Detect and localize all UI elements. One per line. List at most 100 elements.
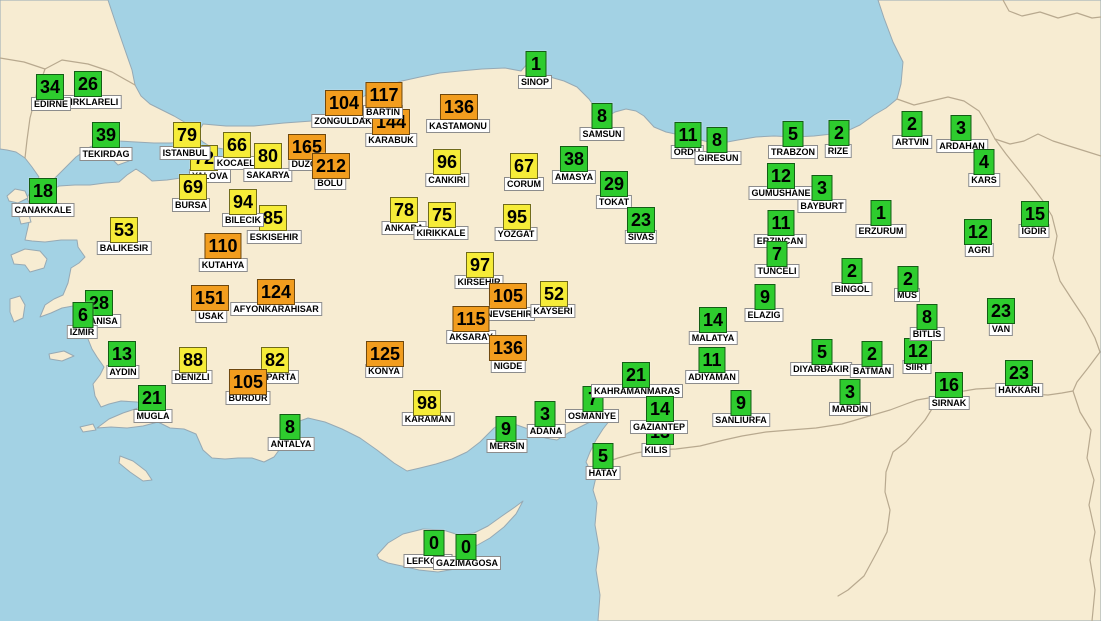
province-badge-cankiri[interactable]: 96 [432, 149, 462, 175]
province-badge-konya[interactable]: 125 [365, 341, 405, 367]
province-badge-denizli[interactable]: 88 [178, 347, 208, 373]
province-label-canakkale: CANAKKALE [11, 203, 75, 217]
province-badge-bingol[interactable]: 2 [841, 258, 863, 284]
aegean-islands [6, 154, 153, 482]
province-badge-kirklareli[interactable]: 26 [73, 71, 103, 97]
province-badge-mardin[interactable]: 3 [839, 379, 861, 405]
province-badge-tunceli[interactable]: 7 [766, 241, 788, 267]
province-label-igdir: IGDIR [1018, 224, 1050, 238]
province-badge-kastamonu[interactable]: 136 [439, 94, 479, 120]
province-label-kars: KARS [968, 173, 1000, 187]
province-badge-mugla[interactable]: 21 [137, 385, 167, 411]
province-badge-kayseri[interactable]: 52 [539, 281, 569, 307]
province-badge-zonguldak[interactable]: 104 [324, 90, 364, 116]
province-badge-adana[interactable]: 3 [534, 401, 556, 427]
province-badge-siirt[interactable]: 12 [903, 338, 933, 364]
province-badge-malatya[interactable]: 14 [698, 307, 728, 333]
province-badge-ordu[interactable]: 11 [674, 122, 702, 148]
province-badge-yozgat[interactable]: 95 [502, 204, 532, 230]
province-badge-bartin[interactable]: 117 [365, 82, 403, 108]
province-badge-erzincan[interactable]: 11 [767, 210, 795, 236]
province-badge-nigde[interactable]: 136 [488, 335, 528, 361]
province-badge-corum[interactable]: 67 [509, 153, 539, 179]
island [118, 455, 153, 482]
province-badge-istanbul[interactable]: 79 [172, 122, 202, 148]
province-badge-tekirdag[interactable]: 39 [91, 122, 121, 148]
province-badge-bolu[interactable]: 212 [311, 153, 351, 179]
province-badge-adiyaman[interactable]: 11 [698, 347, 726, 373]
province-badge-kutahya[interactable]: 110 [204, 233, 242, 259]
province-badge-batman[interactable]: 2 [861, 341, 883, 367]
border-georgia [896, 96, 996, 140]
province-badge-kirikkale[interactable]: 75 [427, 202, 457, 228]
province-badge-trabzon[interactable]: 5 [782, 121, 804, 147]
province-badge-bayburt[interactable]: 3 [811, 175, 833, 201]
province-badge-bilecik[interactable]: 94 [228, 189, 258, 215]
province-badge-sinop[interactable]: 1 [525, 51, 547, 77]
province-badge-diyarbakir[interactable]: 5 [811, 339, 833, 365]
province-badge-mus[interactable]: 2 [897, 266, 919, 292]
province-label-aydin: AYDIN [106, 365, 140, 379]
province-badge-amasya[interactable]: 38 [559, 146, 589, 172]
province-badge-rize[interactable]: 2 [828, 120, 850, 146]
island [10, 248, 48, 273]
province-badge-elazig[interactable]: 9 [754, 284, 776, 310]
province-label-malatya: MALATYA [688, 331, 738, 345]
province-badge-agri[interactable]: 12 [963, 219, 993, 245]
province-badge-bitlis[interactable]: 8 [916, 304, 938, 330]
province-badge-gaziantep[interactable]: 14 [645, 396, 675, 422]
province-badge-van[interactable]: 23 [986, 298, 1016, 324]
province-badge-igdir[interactable]: 15 [1020, 201, 1050, 227]
province-badge-kahramanmaras[interactable]: 21 [621, 362, 651, 388]
province-badge-ankara[interactable]: 78 [389, 197, 419, 223]
province-badge-kocaeli[interactable]: 66 [222, 132, 252, 158]
province-badge-burdur[interactable]: 105 [228, 369, 268, 395]
province-badge-sivas[interactable]: 23 [626, 207, 656, 233]
province-badge-bursa[interactable]: 69 [178, 174, 208, 200]
province-badge-kirsehir[interactable]: 97 [465, 252, 495, 278]
border-caucasus-top [1002, 0, 1101, 19]
border-bulgaria-greece [0, 57, 46, 70]
province-label-eskisehir: ESKISEHIR [246, 230, 302, 244]
province-label-tunceli: TUNCELI [754, 264, 800, 278]
border-syria-iraq-internal [837, 395, 941, 597]
border-iran-iraq [1072, 351, 1101, 621]
province-badge-izmir[interactable]: 6 [72, 302, 94, 328]
province-badge-isparta[interactable]: 82 [260, 347, 290, 373]
province-badge-hatay[interactable]: 5 [592, 443, 614, 469]
province-badge-canakkale[interactable]: 18 [28, 178, 58, 204]
province-badge-mersin[interactable]: 9 [495, 416, 517, 442]
province-badge-ardahan[interactable]: 3 [950, 115, 972, 141]
province-label-karabuk: KARABUK [365, 133, 417, 147]
province-badge-edirne[interactable]: 34 [35, 74, 65, 100]
island [9, 295, 26, 323]
province-badge-antalya[interactable]: 8 [279, 414, 301, 440]
province-badge-sirnak[interactable]: 16 [934, 372, 964, 398]
province-badge-aydin[interactable]: 13 [107, 341, 137, 367]
province-badge-giresun[interactable]: 8 [706, 127, 728, 153]
province-badge-artvin[interactable]: 2 [901, 111, 923, 137]
province-badge-lefkosa[interactable]: 0 [423, 530, 445, 556]
province-badge-tokat[interactable]: 29 [599, 171, 629, 197]
province-badge-balikesir[interactable]: 53 [109, 217, 139, 243]
province-badge-karaman[interactable]: 98 [412, 390, 442, 416]
province-badge-kars[interactable]: 4 [973, 149, 995, 175]
province-badge-sakarya[interactable]: 80 [253, 143, 283, 169]
province-badge-afyonkarahisar[interactable]: 124 [256, 279, 296, 305]
province-badge-sanliurfa[interactable]: 9 [730, 390, 752, 416]
province-label-bursa: BURSA [171, 198, 211, 212]
province-badge-samsun[interactable]: 8 [591, 103, 613, 129]
province-label-kastamonu: KASTAMONU [426, 119, 490, 133]
province-badge-aksaray[interactable]: 115 [452, 306, 490, 332]
province-badge-nevsehir[interactable]: 105 [488, 283, 528, 309]
province-label-erzurum: ERZURUM [855, 224, 907, 238]
border-armenia-east [994, 133, 1101, 157]
province-label-rize: RIZE [824, 144, 852, 158]
province-badge-erzurum[interactable]: 1 [870, 200, 892, 226]
province-badge-gumushane[interactable]: 12 [766, 163, 796, 189]
province-badge-hakkari[interactable]: 23 [1004, 360, 1034, 386]
province-label-samsun: SAMSUN [579, 127, 625, 141]
province-badge-gazimagosa[interactable]: 0 [455, 534, 477, 560]
province-badge-usak[interactable]: 151 [190, 285, 230, 311]
